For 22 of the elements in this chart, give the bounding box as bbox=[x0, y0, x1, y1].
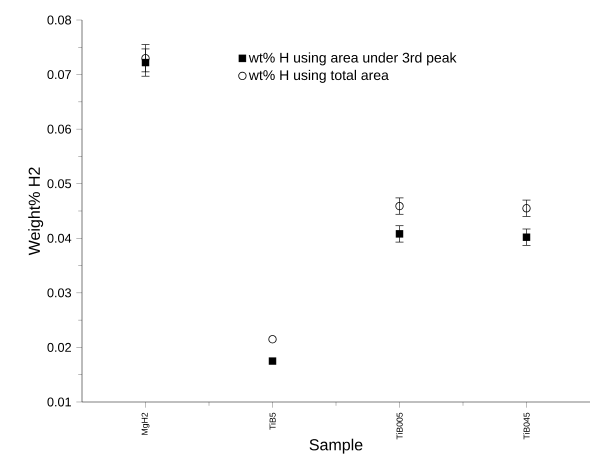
y-tick-label: 0.06 bbox=[47, 124, 72, 134]
point bbox=[522, 204, 531, 212]
y-tick-label: 0.08 bbox=[47, 16, 72, 24]
point bbox=[395, 202, 404, 210]
x-tick-label: TiB5 bbox=[269, 412, 276, 430]
y-tick-label: 0.01 bbox=[47, 398, 71, 406]
y-tick-label: 0.03 bbox=[47, 288, 72, 298]
point bbox=[522, 233, 530, 241]
y-tick-label: 0.04 bbox=[47, 234, 72, 243]
x-axis-title: Sample bbox=[310, 438, 362, 454]
x-tick-label: TiB045 bbox=[523, 412, 530, 440]
point bbox=[268, 357, 276, 365]
point bbox=[396, 230, 404, 238]
x-tick-label: TiB005 bbox=[396, 412, 403, 440]
x-tick-label: MgH2 bbox=[142, 412, 150, 435]
legend-label: wt% H using total area bbox=[248, 70, 389, 83]
y-tick-label: 0.02 bbox=[47, 342, 71, 352]
y-tick-label: 0.05 bbox=[47, 179, 72, 188]
legend-label: wt% H using area under 3rd peak bbox=[248, 52, 457, 66]
y-tick-label: 0.07 bbox=[47, 70, 71, 80]
y-axis-title: Weight% H2 bbox=[28, 168, 44, 256]
point bbox=[268, 335, 277, 344]
